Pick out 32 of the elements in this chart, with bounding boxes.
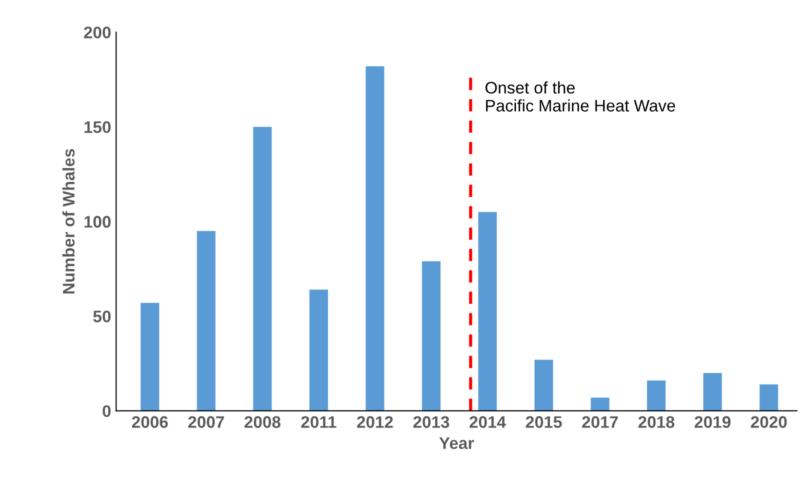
ref-line-label: Onset of the Pacific Marine Heat Wave [485,81,676,112]
bar [422,261,441,411]
x-tick-label: 2007 [188,416,224,428]
x-tick-label: 2020 [750,416,787,428]
x-axis-title: Year [439,437,474,450]
y-tick-label: 100 [84,216,111,228]
x-tick-label: 2019 [694,416,731,428]
bar [534,360,554,411]
bar [590,398,610,411]
bar [253,126,272,411]
x-tick-label: 2017 [582,416,618,428]
bar [647,380,666,411]
y-axis-title: Number of Whales [62,149,75,294]
x-tick-label: 2015 [526,416,562,428]
x-tick-label: 2011 [301,416,336,428]
x-tick-label: 2012 [357,416,393,428]
bar [140,302,160,411]
bar [309,290,328,411]
y-tick-label: 200 [84,26,111,38]
y-tick-label: 50 [93,310,111,322]
x-tick-label: 2008 [244,416,280,428]
x-tick-label: 2018 [638,416,674,428]
bar [760,384,778,411]
bar [196,230,216,411]
bar [703,372,722,411]
x-tick-label: 2006 [132,416,168,428]
y-tick-label: 150 [84,121,111,134]
y-tick-label: 0 [102,405,111,418]
bar [478,212,497,411]
x-tick-label: 2014 [470,416,506,428]
bar [366,66,384,411]
x-tick-label: 2013 [413,416,450,428]
